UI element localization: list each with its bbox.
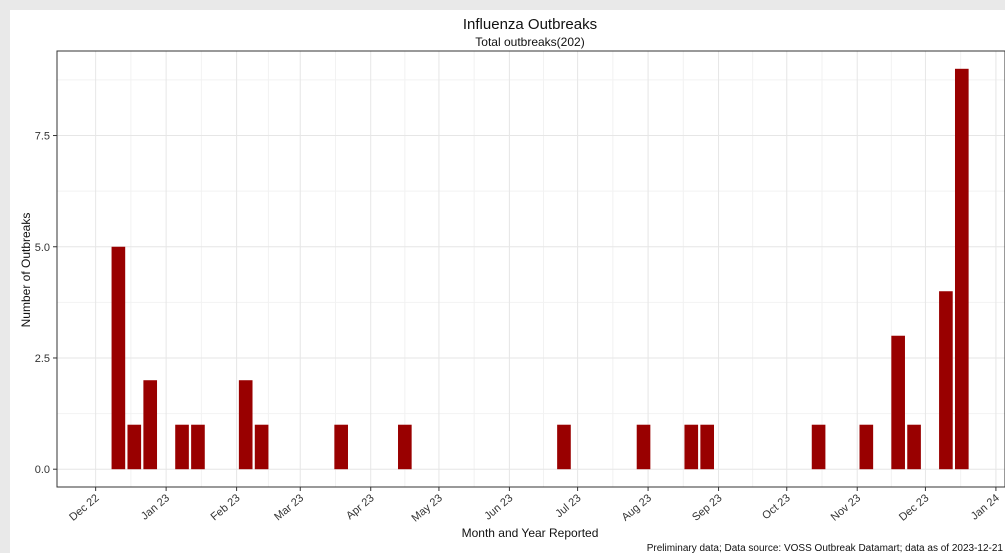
bar <box>684 424 699 470</box>
bar <box>939 291 953 470</box>
x-tick-label: Nov 23 <box>829 492 863 524</box>
x-tick-label: Apr 23 <box>344 492 377 522</box>
x-tick-label: Jan 24 <box>969 492 1002 522</box>
chart-title: Influenza Outbreaks <box>463 16 597 33</box>
x-axis-label: Month and Year Reported <box>462 526 599 540</box>
bar <box>191 424 205 470</box>
y-tick-label: 7.5 <box>35 131 50 143</box>
bar <box>175 424 189 470</box>
chart-subtitle: Total outbreaks(202) <box>475 35 584 49</box>
bar <box>254 424 269 470</box>
x-tick-label: Aug 23 <box>620 492 654 524</box>
bar <box>143 380 158 470</box>
bar <box>700 424 715 470</box>
bar <box>891 335 905 470</box>
bar <box>111 246 126 470</box>
y-tick-label: 2.5 <box>35 353 50 365</box>
bar <box>811 424 826 470</box>
x-tick-label: May 23 <box>410 492 445 524</box>
x-tick-label: Dec 22 <box>67 492 101 524</box>
x-tick-label: Feb 23 <box>209 492 243 523</box>
y-tick-label: 0.0 <box>35 464 50 476</box>
x-tick-label: Mar 23 <box>272 492 306 523</box>
bar <box>954 68 969 470</box>
x-tick-label: Dec 23 <box>897 492 931 524</box>
y-tick-label: 5.0 <box>35 242 50 254</box>
bar <box>334 424 348 470</box>
bar <box>127 424 142 470</box>
bar <box>907 424 921 470</box>
plot-area: 0.0 2.5 5.0 7.5 Dec 22 Jan 23 Feb 23 Mar 23 Apr … <box>35 50 1005 524</box>
x-tick-label: Jun 23 <box>482 492 515 522</box>
bar <box>636 424 651 470</box>
bar <box>398 424 412 470</box>
x-tick-label: Jul 23 <box>553 492 583 520</box>
y-axis-label: Number of Outbreaks <box>19 213 33 328</box>
bar <box>238 380 253 470</box>
chart-caption: Preliminary data; Data source: VOSS Outb… <box>647 543 1004 553</box>
bar <box>557 424 571 470</box>
x-tick-label: Sep 23 <box>690 492 724 524</box>
bar <box>859 424 874 470</box>
x-tick-label: Jan 23 <box>139 492 172 522</box>
x-tick-label: Oct 23 <box>760 492 793 522</box>
plot-border <box>56 50 1005 488</box>
